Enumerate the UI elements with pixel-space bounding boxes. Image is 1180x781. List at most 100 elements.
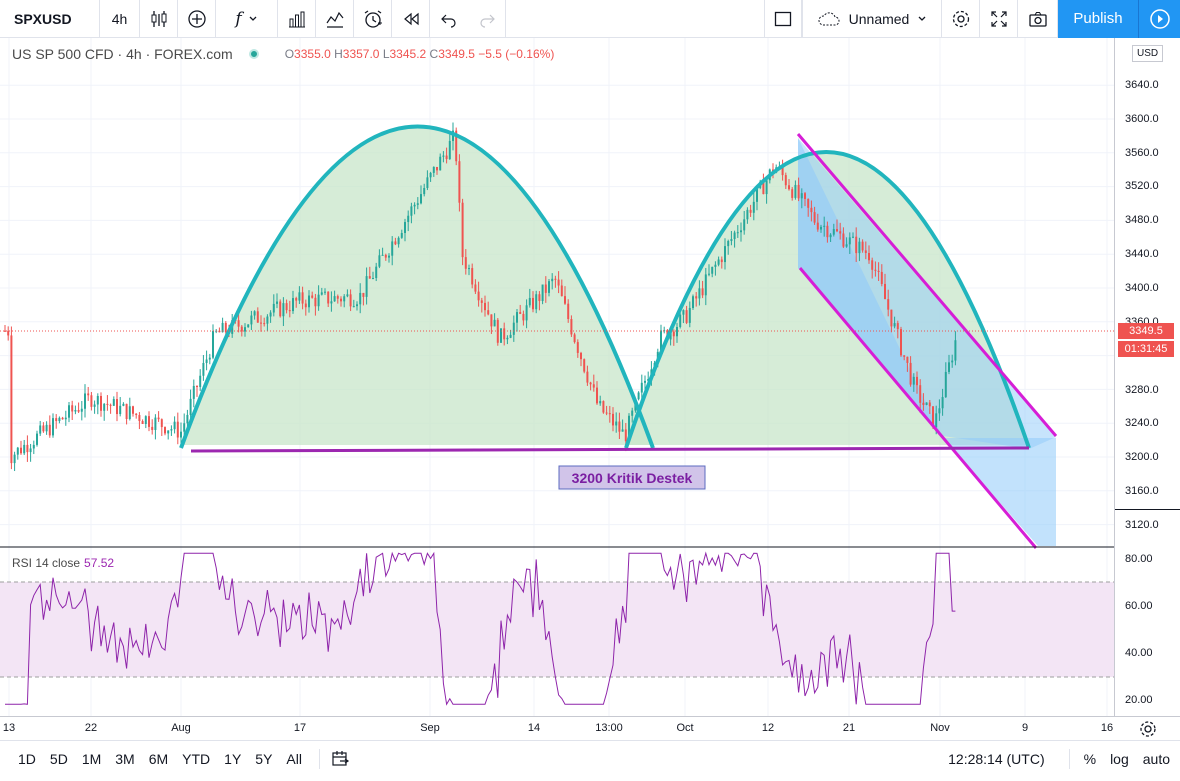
candle (400, 233, 403, 238)
range-1m[interactable]: 1M (81, 750, 102, 767)
clock[interactable]: 12:28:14 (UTC) (948, 750, 1045, 767)
candle (388, 255, 390, 258)
templates-button[interactable] (316, 0, 354, 38)
symbol-search[interactable]: SPXUSD (0, 0, 100, 38)
candle (183, 423, 186, 432)
range-all[interactable]: All (286, 750, 302, 767)
range-5d[interactable]: 5D (49, 750, 68, 767)
snapshot-button[interactable] (1018, 0, 1058, 38)
candle (381, 254, 384, 256)
candle (890, 309, 893, 327)
time-tick: 13 (2, 722, 16, 734)
candle (202, 362, 205, 376)
candle (503, 328, 506, 340)
price-chart[interactable]: 3200 Kritik Destek (0, 38, 1114, 716)
candle (788, 185, 790, 190)
support-label-box[interactable]: 3200 Kritik Destek (558, 465, 706, 490)
replay-button[interactable] (392, 0, 430, 38)
compare-button[interactable] (178, 0, 216, 38)
countdown-tag: 01:31:45 (1118, 341, 1174, 357)
candle (148, 416, 150, 427)
interval-selector[interactable]: 4h (100, 0, 140, 38)
candle (612, 413, 614, 426)
candle (311, 295, 314, 298)
candle (16, 447, 19, 455)
candle (36, 433, 38, 445)
camera-icon (1028, 11, 1047, 27)
candle (708, 273, 710, 275)
candle (458, 161, 461, 203)
fullscreen-button[interactable] (980, 0, 1018, 38)
candle (951, 360, 954, 363)
candle (455, 130, 458, 162)
candle (682, 310, 685, 315)
range-1y[interactable]: 1Y (224, 750, 242, 767)
range-1d[interactable]: 1D (18, 750, 36, 767)
range-5y[interactable]: 5Y (255, 750, 273, 767)
candle (663, 330, 666, 332)
candle (784, 175, 787, 186)
goto-date-icon[interactable] (330, 749, 350, 769)
candle (186, 414, 189, 424)
support-label: 3200 Kritik Destek (572, 470, 693, 486)
candle (378, 255, 381, 267)
financials-button[interactable] (278, 0, 316, 38)
time-tick: 22 (84, 722, 98, 734)
auto-toggle[interactable]: auto (1142, 750, 1170, 767)
settings-button[interactable] (942, 0, 980, 38)
play-button[interactable] (1138, 0, 1180, 38)
layout-name: Unnamed (848, 10, 910, 27)
left-arc (179, 124, 655, 449)
candle (349, 294, 352, 307)
indicators-button[interactable]: f (216, 0, 278, 38)
undo-button[interactable] (430, 0, 468, 38)
redo-button[interactable] (468, 0, 506, 38)
price-scale[interactable]: USD 3640.0 3600.0 3560.0 3520.0 3480.0 3… (1114, 38, 1180, 716)
candle (314, 297, 317, 307)
candle (269, 312, 272, 317)
time-tick: Aug (171, 722, 191, 734)
candle (192, 385, 195, 399)
price-tick: 3480.0 (1125, 214, 1159, 226)
candle (583, 359, 586, 372)
candle (605, 412, 608, 414)
candle (554, 278, 557, 280)
candle (109, 404, 112, 406)
currency-badge[interactable]: USD (1132, 45, 1164, 62)
range-ytd[interactable]: YTD (182, 750, 211, 767)
percent-toggle[interactable]: % (1083, 750, 1097, 767)
candle (746, 209, 749, 220)
candle (55, 418, 58, 422)
candle (125, 403, 128, 419)
candle (170, 429, 173, 431)
candle (432, 166, 435, 173)
candle (23, 444, 26, 454)
bar-style-button[interactable] (140, 0, 178, 38)
time-axis[interactable]: 13 22 Aug 17 Sep 14 13:00 Oct 12 21 Nov … (0, 716, 1180, 740)
candle (602, 401, 605, 413)
candle (800, 193, 803, 199)
candle (205, 359, 208, 363)
layout-selector[interactable]: Unnamed (802, 0, 942, 38)
candle (308, 295, 310, 308)
candle (477, 291, 480, 301)
candle (948, 362, 950, 372)
candle (199, 375, 202, 388)
candle (826, 225, 829, 238)
candle (298, 292, 301, 301)
rsi-line (5, 551, 956, 706)
candle (100, 395, 102, 411)
candle (794, 184, 797, 198)
range-3m[interactable]: 3M (115, 750, 135, 767)
alarm-clock-icon (364, 9, 382, 28)
candle (832, 229, 835, 235)
range-6m[interactable]: 6M (148, 750, 169, 767)
publish-button[interactable]: Publish (1058, 0, 1138, 38)
alert-button[interactable] (354, 0, 392, 38)
candle (548, 281, 550, 293)
gear-icon[interactable] (1138, 719, 1158, 739)
fullscreen-toggle[interactable] (764, 0, 802, 38)
log-toggle[interactable]: log (1110, 750, 1129, 767)
candle (954, 340, 957, 361)
chevron-down-icon (918, 16, 926, 21)
